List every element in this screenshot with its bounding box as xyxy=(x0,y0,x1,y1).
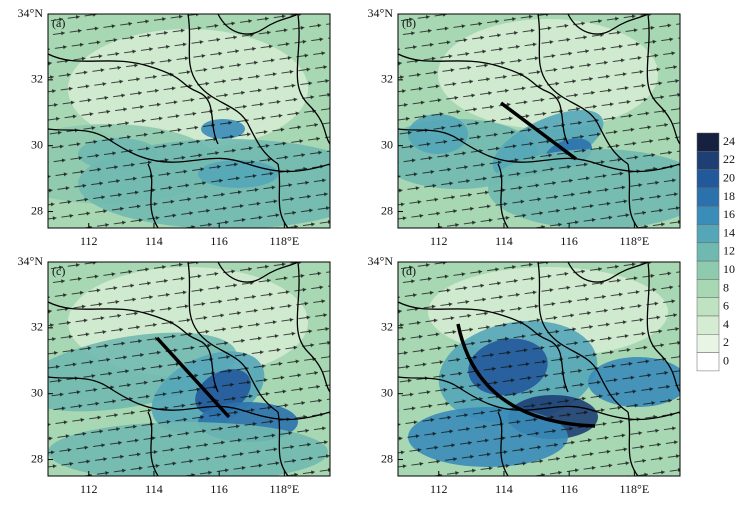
lat-tick-label: 34°N xyxy=(368,254,394,268)
colorbar-box xyxy=(696,260,720,280)
colorbar-label: 16 xyxy=(723,207,735,221)
cross-section-line xyxy=(499,101,578,161)
lon-tick-label: 118°E xyxy=(620,234,650,248)
lat-tick-label: 34°N xyxy=(18,6,44,20)
colorbar-box xyxy=(696,242,720,262)
lat-tick-label: 32 xyxy=(381,72,393,86)
lon-tick-label: 112 xyxy=(80,482,98,496)
lon-tick-label: 112 xyxy=(430,234,448,248)
lat-tick-label: 30 xyxy=(31,385,43,399)
colorbar-label: 10 xyxy=(723,262,735,276)
map-area xyxy=(48,14,330,228)
map-panel: (a) 28 30 32 34°N 112 114 116 118°E xyxy=(18,6,331,248)
colorbar-label: 18 xyxy=(723,189,735,203)
colorbar-label: 2 xyxy=(723,335,729,349)
lon-tick-label: 114 xyxy=(145,482,163,496)
lon-tick-label: 118°E xyxy=(270,482,300,496)
colorbar-label: 24 xyxy=(723,134,735,148)
lon-tick-label: 116 xyxy=(560,234,578,248)
colorbar-box xyxy=(696,279,720,298)
lat-tick-label: 32 xyxy=(381,320,393,334)
lat-tick-label: 30 xyxy=(381,385,393,399)
panel-frame xyxy=(397,13,681,229)
lat-tick-label: 32 xyxy=(31,72,43,86)
colorbar-box xyxy=(696,315,720,335)
cross-section-line xyxy=(456,323,596,428)
colorbar-box xyxy=(696,205,720,225)
panel-label: (c) xyxy=(52,264,65,278)
lat-tick-label: 28 xyxy=(31,451,43,465)
lat-tick-label: 28 xyxy=(381,203,393,217)
lon-tick-label: 118°E xyxy=(620,482,650,496)
colorbar-label: 4 xyxy=(723,317,729,331)
colorbar-box xyxy=(696,334,720,353)
colorbar-label: 20 xyxy=(723,171,735,185)
lat-tick-label: 32 xyxy=(31,320,43,334)
lon-tick-label: 116 xyxy=(210,482,228,496)
map-area xyxy=(398,262,680,476)
colorbar-label: 0 xyxy=(723,354,729,368)
lon-tick-label: 114 xyxy=(495,234,513,248)
colorbar-label: 6 xyxy=(723,299,729,313)
lon-tick-label: 116 xyxy=(560,482,578,496)
lon-tick-label: 118°E xyxy=(270,234,300,248)
colorbar-label: 8 xyxy=(723,280,729,294)
lon-tick-label: 114 xyxy=(495,482,513,496)
lat-tick-label: 30 xyxy=(381,137,393,151)
panel-frame xyxy=(47,13,331,229)
colorbar-box xyxy=(696,151,720,170)
map-panel: (b) 28 30 32 34°N 112 114 116 118°E xyxy=(368,6,681,248)
panel-frame xyxy=(397,261,681,477)
colorbar-box xyxy=(696,297,720,317)
map-panel: (d) 28 30 32 34°N 112 114 116 118°E xyxy=(368,254,681,496)
map-panel: (c) 28 30 32 34°N 112 114 116 118°E xyxy=(18,254,331,496)
panel-label: (b) xyxy=(402,16,416,30)
panel-label: (d) xyxy=(402,264,416,278)
lat-tick-label: 34°N xyxy=(18,254,44,268)
panel-frame xyxy=(47,261,331,477)
lat-tick-label: 28 xyxy=(31,203,43,217)
map-area xyxy=(48,262,330,476)
lon-tick-label: 112 xyxy=(80,234,98,248)
colorbar-box xyxy=(696,187,720,207)
colorbar-label: 14 xyxy=(723,225,735,239)
map-area xyxy=(398,14,680,228)
colorbar-label: 22 xyxy=(723,152,735,166)
lon-tick-label: 112 xyxy=(430,482,448,496)
cross-section-line xyxy=(155,336,231,419)
lon-tick-label: 116 xyxy=(210,234,228,248)
lat-tick-label: 34°N xyxy=(368,6,394,20)
panel-label: (a) xyxy=(52,16,65,30)
lat-tick-label: 28 xyxy=(381,451,393,465)
colorbar-label: 12 xyxy=(723,244,735,258)
colorbar-box xyxy=(696,132,720,152)
lon-tick-label: 114 xyxy=(145,234,163,248)
colorbar-box xyxy=(696,224,720,244)
colorbar-box xyxy=(696,352,720,372)
colorbar-box xyxy=(696,169,720,189)
lat-tick-label: 30 xyxy=(31,137,43,151)
